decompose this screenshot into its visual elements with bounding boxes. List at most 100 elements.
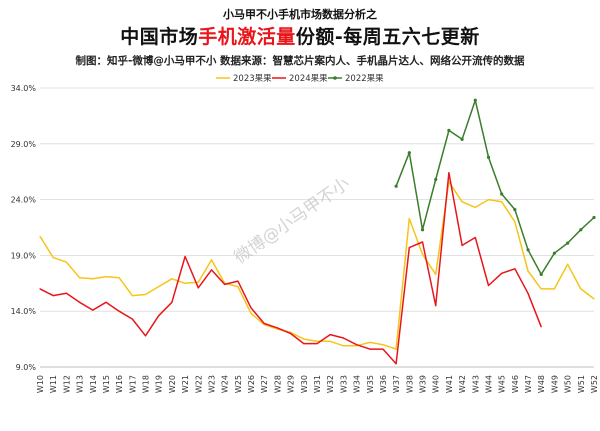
data-point (474, 206, 476, 209)
x-tick-label: W23 (207, 375, 216, 393)
data-point (92, 309, 94, 311)
data-point (501, 201, 503, 203)
data-point (237, 286, 239, 288)
data-point (435, 305, 437, 307)
x-tick-label: W34 (353, 375, 362, 393)
data-point (78, 301, 81, 303)
data-point (461, 244, 463, 246)
data-point (158, 286, 160, 288)
y-tick-label: 34.0% (11, 84, 37, 93)
x-tick-label: W27 (260, 375, 269, 393)
data-point (395, 363, 397, 365)
data-point (592, 215, 596, 220)
data-point (461, 201, 463, 203)
y-tick-label: 14.0% (11, 307, 37, 316)
data-point (263, 322, 265, 325)
x-tick-label: W40 (432, 375, 441, 393)
data-point (78, 277, 81, 279)
x-tick-label: W35 (366, 375, 375, 393)
data-point (290, 332, 292, 335)
x-tick-label: W30 (300, 375, 309, 393)
series-group (394, 98, 596, 276)
report-subtitle: 小马甲不小手机市场数据分析之 (223, 8, 377, 21)
data-point (593, 298, 595, 300)
legend-item: 2022果果 (328, 74, 384, 84)
x-tick-label: W32 (326, 375, 335, 393)
grid-layer (40, 87, 594, 368)
data-point (52, 257, 54, 259)
data-point (514, 221, 516, 223)
data-point (487, 199, 490, 201)
y-tick-label: 19.0% (11, 251, 37, 260)
data-point (144, 335, 147, 337)
data-point (395, 348, 397, 350)
x-tick-label: W14 (89, 375, 98, 393)
data-point (580, 288, 582, 290)
x-tick-label: W50 (564, 375, 573, 393)
data-point (369, 348, 371, 350)
data-point (486, 155, 491, 159)
x-tick-label: W10 (36, 375, 45, 393)
data-point (210, 259, 213, 261)
data-point (303, 338, 305, 340)
data-point (276, 327, 279, 329)
title-highlight: 手机激活量 (198, 26, 296, 48)
data-point (394, 184, 398, 188)
data-point (539, 272, 543, 276)
data-point (382, 344, 384, 346)
x-tick-label: W51 (577, 375, 586, 393)
x-tick-label: W46 (511, 375, 520, 393)
title-prefix: 中国市场 (120, 26, 199, 48)
data-point (210, 269, 213, 271)
data-point (65, 292, 67, 294)
data-point (527, 270, 529, 272)
data-point (487, 284, 490, 287)
x-tick-label: W17 (128, 375, 137, 393)
data-point (342, 337, 344, 339)
data-point (39, 235, 41, 238)
data-point (540, 326, 542, 328)
data-point (567, 263, 569, 265)
title-suffix: 份额-每周五六七更新 (295, 26, 480, 48)
data-point (118, 277, 120, 279)
x-tick-label: W33 (339, 375, 348, 393)
chart-credits: 制图：知乎-微博@小马甲不小 数据来源：智慧芯片案内人、手机晶片达人、网络公开流… (75, 55, 525, 67)
data-point (514, 268, 516, 270)
x-tick-label: W25 (234, 375, 243, 393)
x-tick-label: W39 (419, 375, 428, 393)
data-point (316, 340, 318, 342)
data-point (144, 293, 147, 296)
x-tick-label: W11 (49, 375, 58, 393)
x-tick-label: W45 (498, 375, 507, 393)
x-tick-label: W48 (537, 375, 546, 393)
axis-layer: 9.0% 14.0% 19.0% 24.0% 29.0% 34.0% W10 W11 W12 W1… (11, 84, 599, 393)
x-tick-label: W19 (155, 375, 164, 393)
data-point (407, 151, 411, 155)
data-point (131, 318, 133, 320)
data-point (500, 192, 504, 196)
x-tick-label: W28 (273, 375, 282, 393)
data-point (460, 137, 464, 141)
x-tick-label: W49 (550, 375, 559, 393)
x-tick-label: W36 (379, 375, 388, 393)
data-point (65, 261, 67, 263)
data-point (579, 228, 583, 232)
data-point (382, 348, 384, 350)
data-point (553, 288, 556, 290)
data-point (158, 315, 160, 317)
data-point (224, 283, 226, 286)
data-point (447, 128, 451, 133)
data-point (448, 172, 450, 174)
watermark-text: 微博@小马甲不小 (231, 174, 354, 268)
data-point (237, 280, 239, 282)
data-point (105, 301, 107, 303)
series-line (39, 172, 542, 365)
data-point (184, 255, 186, 258)
x-tick-label: W47 (524, 375, 533, 393)
data-point (329, 334, 331, 336)
data-point (171, 301, 173, 303)
data-point (342, 345, 344, 347)
data-point (513, 208, 517, 212)
data-point (421, 241, 424, 243)
